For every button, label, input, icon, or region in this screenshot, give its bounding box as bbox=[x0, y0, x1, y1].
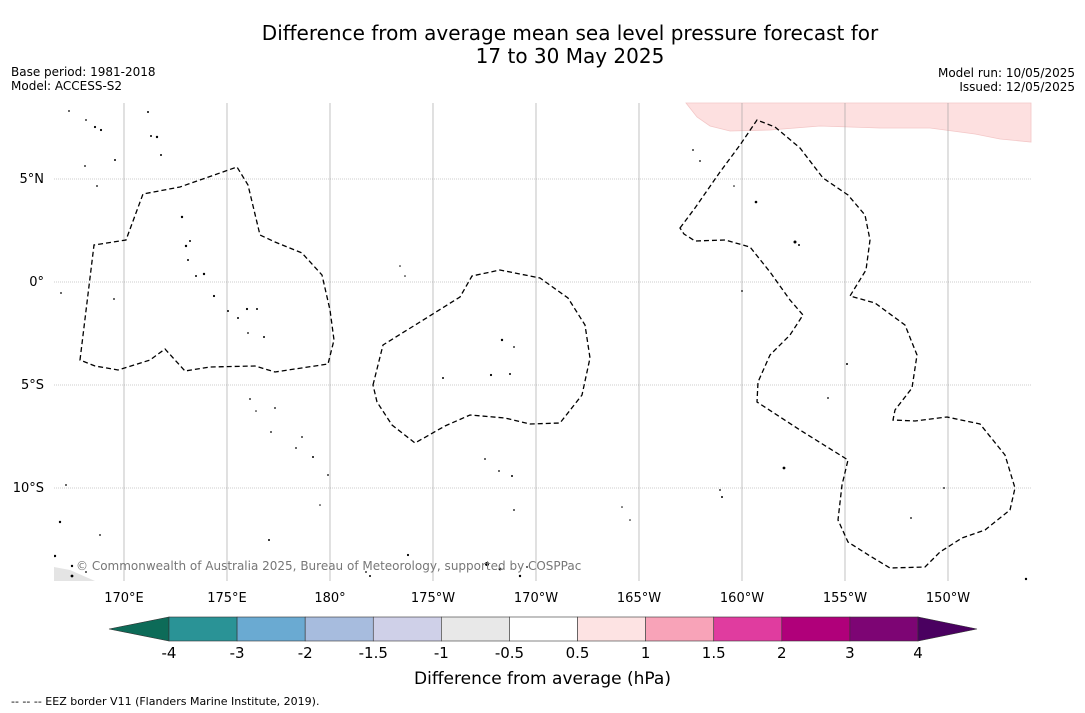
colorbar-segment bbox=[713, 616, 783, 642]
lon-label-170w: 170°W bbox=[514, 591, 558, 606]
colorbar-extend-high bbox=[917, 616, 978, 642]
lon-label-155w: 155°W bbox=[823, 591, 867, 606]
colorbar-tick-label: 0.5 bbox=[565, 644, 590, 662]
colorbar-tick-label: 4 bbox=[913, 644, 923, 662]
eez-borders bbox=[79, 119, 1016, 569]
lon-label-180: 180° bbox=[314, 591, 345, 606]
colorbar-segment bbox=[645, 616, 715, 642]
colorbar-label: Difference from average (hPa) bbox=[414, 669, 671, 689]
colorbar-segment bbox=[577, 616, 646, 642]
colorbar-tick-label: -0.5 bbox=[494, 644, 525, 662]
longitude-labels: 170°E 175°E 180° 175°W 170°W 165°W 160°W… bbox=[104, 591, 970, 606]
colorbar-tick-label: 2 bbox=[777, 644, 787, 662]
islands bbox=[54, 110, 1028, 581]
colorbar-tick-label: 1 bbox=[640, 644, 651, 662]
lat-label-0: 0° bbox=[29, 275, 44, 290]
lon-label-175w: 175°W bbox=[411, 591, 455, 606]
land-corner bbox=[54, 567, 95, 581]
lon-label-170e: 170°E bbox=[104, 591, 144, 606]
colorbar-tick-label: -1.5 bbox=[358, 644, 388, 662]
lon-label-150w: 150°W bbox=[926, 591, 970, 606]
colorbar-segment bbox=[372, 616, 442, 642]
colorbar bbox=[108, 616, 978, 642]
eez-kiribati-line bbox=[679, 119, 1016, 569]
colorbar-tick-label: -4 bbox=[161, 644, 177, 662]
colorbar-segment bbox=[168, 616, 238, 642]
copyright-notice: © Commonwealth of Australia 2025, Bureau… bbox=[76, 559, 581, 573]
eez-footnote: -- -- -- EEZ border V11 (Flanders Marine… bbox=[11, 695, 320, 708]
lat-label-5n: 5°N bbox=[20, 172, 45, 187]
eez-kiribati-gilbert bbox=[79, 166, 335, 373]
meta-right: Model run: 10/05/2025 Issued: 12/05/2025 bbox=[938, 66, 1075, 94]
colorbar-segment bbox=[509, 616, 578, 642]
gridlines bbox=[54, 103, 1031, 581]
title-line-2: 17 to 30 May 2025 bbox=[475, 44, 665, 68]
colorbar-segment bbox=[781, 616, 851, 642]
issued-date: Issued: 12/05/2025 bbox=[959, 80, 1075, 94]
lon-label-175e: 175°E bbox=[207, 591, 247, 606]
colorbar-segment bbox=[236, 616, 306, 642]
colorbar-extend-low bbox=[108, 616, 170, 642]
model-name: Model: ACCESS-S2 bbox=[11, 79, 123, 93]
colorbar-tick-label: -3 bbox=[229, 644, 245, 662]
colorbar-segment bbox=[849, 616, 919, 642]
colorbar-segment bbox=[441, 616, 510, 642]
colorbar-segment bbox=[304, 616, 374, 642]
meta-left: Base period: 1981-2018 Model: ACCESS-S2 bbox=[11, 65, 156, 93]
chart-title: Difference from average mean sea level p… bbox=[0, 22, 1085, 68]
base-period: Base period: 1981-2018 bbox=[11, 65, 156, 79]
latitude-labels: 5°N 0° 5°S 10°S bbox=[13, 172, 44, 496]
colorbar-tick-label: -2 bbox=[297, 644, 313, 662]
eez-tokelau bbox=[372, 269, 591, 444]
lat-label-5s: 5°S bbox=[21, 378, 44, 393]
model-run: Model run: 10/05/2025 bbox=[937, 66, 1075, 80]
lon-label-165w: 165°W bbox=[617, 591, 661, 606]
lat-label-10s: 10°S bbox=[13, 481, 44, 496]
colorbar-tick-label: 3 bbox=[845, 644, 855, 662]
lon-label-160w: 160°W bbox=[720, 591, 764, 606]
colorbar-tick-label: 1.5 bbox=[701, 644, 726, 662]
positive-anomaly-region bbox=[685, 102, 1032, 143]
title-line-1: Difference from average mean sea level p… bbox=[261, 21, 879, 45]
colorbar-tick-label: -1 bbox=[433, 644, 449, 662]
